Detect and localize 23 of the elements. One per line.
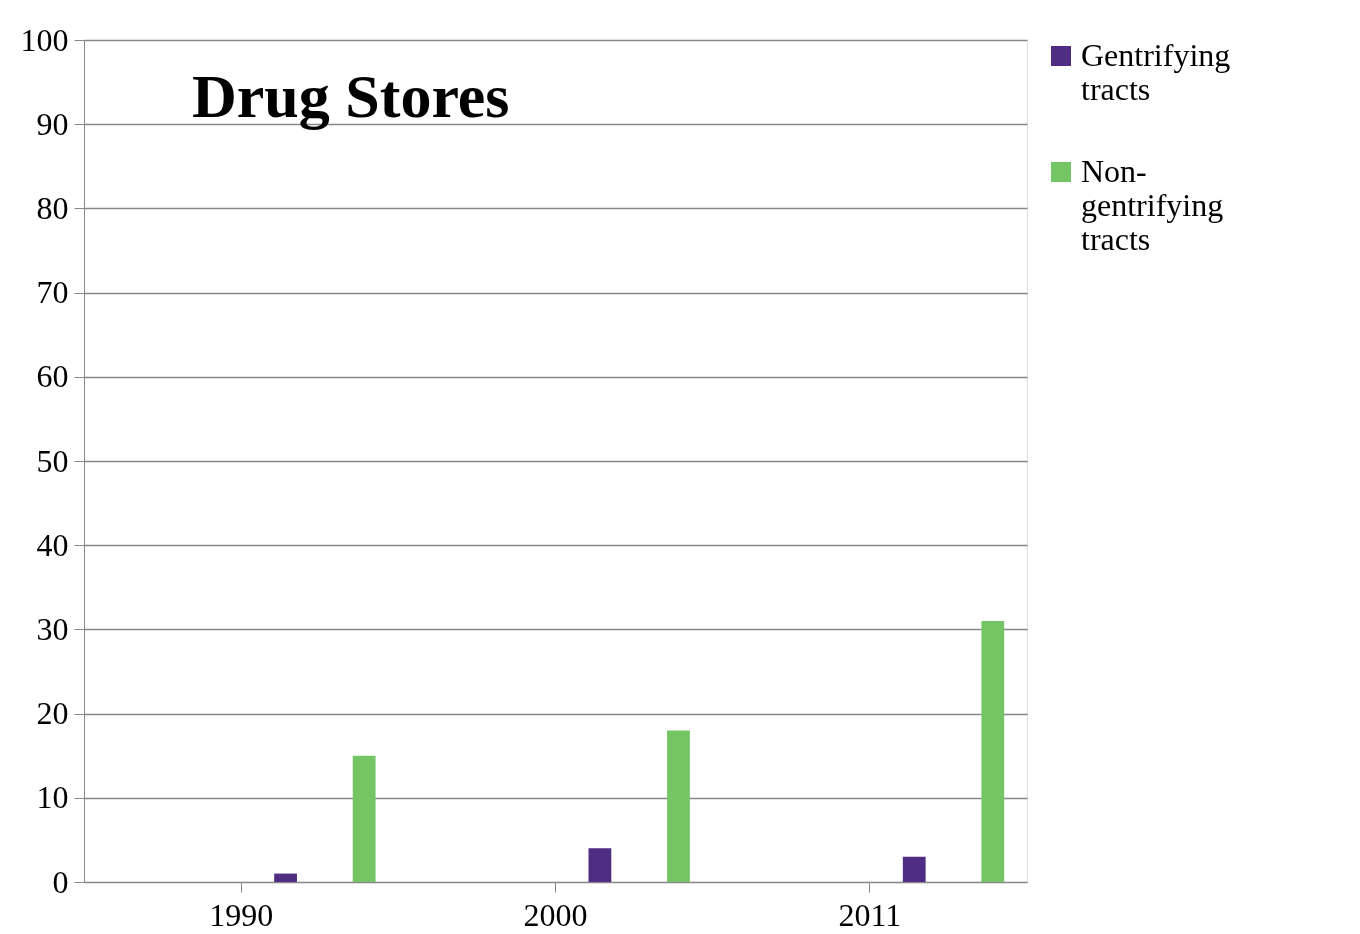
bar bbox=[352, 755, 376, 882]
bar bbox=[667, 730, 690, 882]
bar bbox=[274, 873, 297, 882]
y-tick-label: 60 bbox=[36, 358, 69, 395]
y-tick-label: 40 bbox=[36, 526, 69, 563]
x-tick-label: 1990 bbox=[209, 896, 274, 933]
y-tick-label: 20 bbox=[36, 695, 69, 732]
bar bbox=[588, 848, 612, 882]
y-tick-label: 70 bbox=[36, 274, 69, 311]
y-tick-label: 30 bbox=[36, 610, 69, 647]
x-tick-label: 2000 bbox=[523, 896, 588, 933]
bar bbox=[981, 620, 1005, 882]
y-tick-label: 100 bbox=[20, 21, 69, 58]
x-tick-label: 2011 bbox=[838, 896, 902, 933]
y-tick-label: 90 bbox=[36, 105, 69, 142]
y-tick-label: 50 bbox=[36, 442, 69, 479]
legend-label: Non-gentrifying tracts bbox=[1081, 153, 1224, 257]
y-tick-label: 10 bbox=[36, 779, 69, 816]
y-tick-label: 0 bbox=[52, 863, 69, 900]
y-tick-label: 80 bbox=[36, 189, 69, 226]
chart-title: Drug Stores bbox=[192, 62, 510, 130]
legend-label: Gentrifying tracts bbox=[1081, 37, 1231, 107]
bar bbox=[902, 856, 926, 882]
